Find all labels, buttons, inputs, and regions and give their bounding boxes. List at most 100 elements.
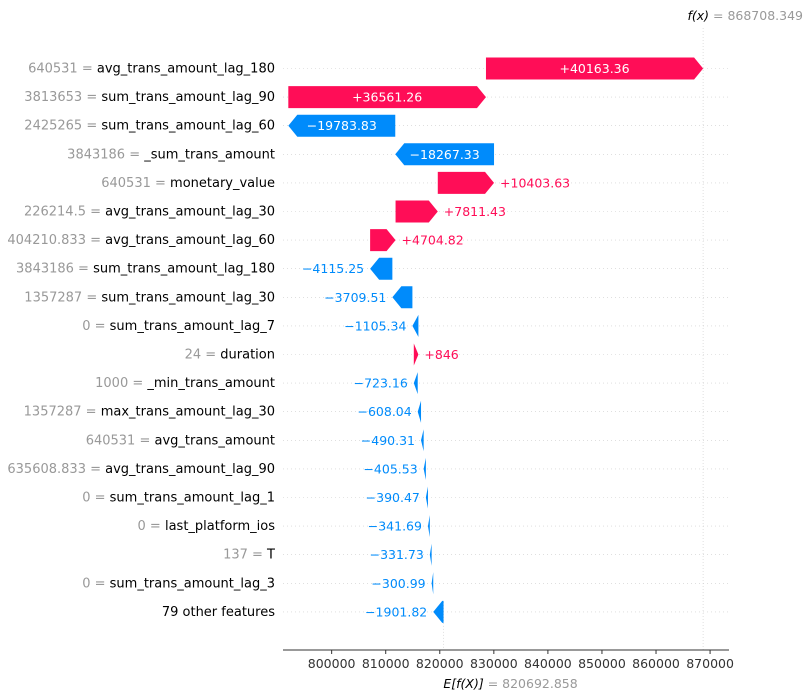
bar-value-label: −1105.34 [344,318,406,333]
feature-name: sum_trans_amount_lag_1 [110,490,275,505]
feature-value: 404210.833 = [7,233,105,248]
bar-avg-trans-amount-lag-30 [395,200,438,223]
bar-value-label: −341.69 [368,519,422,534]
bar-avg-trans-amount [421,429,424,452]
feature-label: 3843186 = _sum_trans_amount [67,147,275,162]
feature-value: 226214.5 = [24,204,105,219]
fx-label: f(x) [687,8,709,23]
feature-label: 1357287 = sum_trans_amount_lag_30 [24,290,275,305]
feature-label: 79 other features [162,604,275,619]
feature-value: 640531 = [86,433,155,448]
bar-sum-trans-amount-lag-180 [370,257,393,280]
feature-name: sum_trans_amount_lag_30 [101,290,275,305]
feature-name: T [266,547,275,562]
feature-label: 640531 = avg_trans_amount_lag_180 [28,61,275,76]
feature-value: 2425265 = [24,118,101,133]
feature-value: 1357287 = [24,404,101,419]
bar-value-label: −3709.51 [324,290,386,305]
final-value-label: f(x) = 868708.349 [687,8,803,23]
efx-value: 820692.858 [502,676,578,691]
bar--min-trans-amount [413,372,418,395]
bar-avg-trans-amount-lag-60 [370,229,396,252]
feature-value: 137 = [223,547,267,562]
feature-label: 1000 = _min_trans_amount [95,376,275,391]
x-tick-label: 860000 [632,656,680,671]
feature-label: 3843186 = sum_trans_amount_lag_180 [16,261,275,276]
x-tick-label: 820000 [416,656,464,671]
feature-value: 0 = [82,490,109,505]
feature-value: 0 = [82,576,109,591]
bar-value-label: −608.04 [358,404,412,419]
feature-name: sum_trans_amount_lag_3 [110,576,275,591]
bar-value-label: +4704.82 [402,233,464,248]
x-tick-label: 810000 [362,656,410,671]
efx-label: E[f(X)] [443,676,483,691]
feature-name: 79 other features [162,604,275,619]
feature-name: avg_trans_amount_lag_90 [105,461,275,476]
feature-value: 3843186 = [67,147,144,162]
bar-monetary-value [437,171,495,194]
feature-name: avg_trans_amount_lag_180 [97,61,275,76]
x-tick-label: 800000 [308,656,356,671]
feature-value: 640531 = [101,175,170,190]
bar-sum-trans-amount-lag-60 [288,114,396,137]
bar-last-platform-ios [427,515,430,538]
feature-label: 640531 = avg_trans_amount [86,433,275,448]
feature-label: 226214.5 = avg_trans_amount_lag_30 [24,204,275,219]
bar-avg-trans-amount-lag-90 [423,457,426,480]
bar-sum-trans-amount-lag-7 [412,314,419,337]
x-tick-label: 850000 [578,656,626,671]
bar-value-label: −1901.82 [365,604,427,619]
feature-name: sum_trans_amount_lag_60 [101,118,275,133]
bar-value-label: +40163.36 [559,61,629,76]
feature-name: sum_trans_amount_lag_7 [110,318,275,333]
feature-label: 3813653 = sum_trans_amount_lag_90 [24,90,275,105]
bar-value-label: +36561.26 [352,90,422,105]
feature-value: 24 = [185,347,221,362]
bar-duration [413,343,419,366]
bar-max-trans-amount-lag-30 [417,400,422,423]
bar-value-label: +10403.63 [500,175,570,190]
bar-sum-trans-amount-lag-1 [425,486,428,509]
feature-label: 137 = T [223,547,275,562]
row-gridlines [283,68,729,613]
bar-value-label: −390.47 [366,490,420,505]
bar-value-label: +846 [424,347,458,362]
bar-value-label: −331.73 [370,547,424,562]
fx-equals: = [713,8,727,23]
feature-name: _sum_trans_amount [143,147,275,162]
feature-name: sum_trans_amount_lag_90 [101,90,275,105]
feature-value: 0 = [82,318,109,333]
feature-value: 3843186 = [16,261,93,276]
bar-avg-trans-amount-lag-180 [485,57,704,80]
feature-label: 0 = last_platform_ios [138,519,276,534]
feature-label: 635608.833 = avg_trans_amount_lag_90 [7,461,275,476]
bar-value-label: −19783.83 [307,118,377,133]
bar-79-other-features [433,600,444,623]
feature-value: 640531 = [28,61,97,76]
x-tick-label: 830000 [470,656,518,671]
bar-value-label: −300.99 [371,576,425,591]
feature-value: 3813653 = [24,90,101,105]
feature-label: 0 = sum_trans_amount_lag_3 [82,576,275,591]
feature-label: 2425265 = sum_trans_amount_lag_60 [24,118,275,133]
bars-group: +40163.36 +36561.26 −19783.83 −18267.33 +104… [288,57,704,623]
feature-label: 1357287 = max_trans_amount_lag_30 [24,404,275,419]
bar-sum-trans-amount-lag-90 [288,86,486,109]
feature-value: 1000 = [95,376,147,391]
x-tick-label: 840000 [524,656,572,671]
x-tick-label: 870000 [686,656,734,671]
bar-value-label: −723.16 [354,376,408,391]
bar-T [429,543,432,566]
bar-value-label: −490.31 [361,433,415,448]
feature-value: 0 = [138,519,165,534]
feature-label: 24 = duration [185,347,275,362]
feature-labels: 640531 = avg_trans_amount_lag_180 3813653… [7,61,275,619]
feature-name: last_platform_ios [165,519,275,534]
bar-sum-trans-amount-lag-3 [431,572,434,595]
feature-label: 640531 = monetary_value [101,175,275,190]
feature-name: avg_trans_amount_lag_60 [105,233,275,248]
feature-name: avg_trans_amount_lag_30 [105,204,275,219]
bar-value-label: −18267.33 [410,147,480,162]
